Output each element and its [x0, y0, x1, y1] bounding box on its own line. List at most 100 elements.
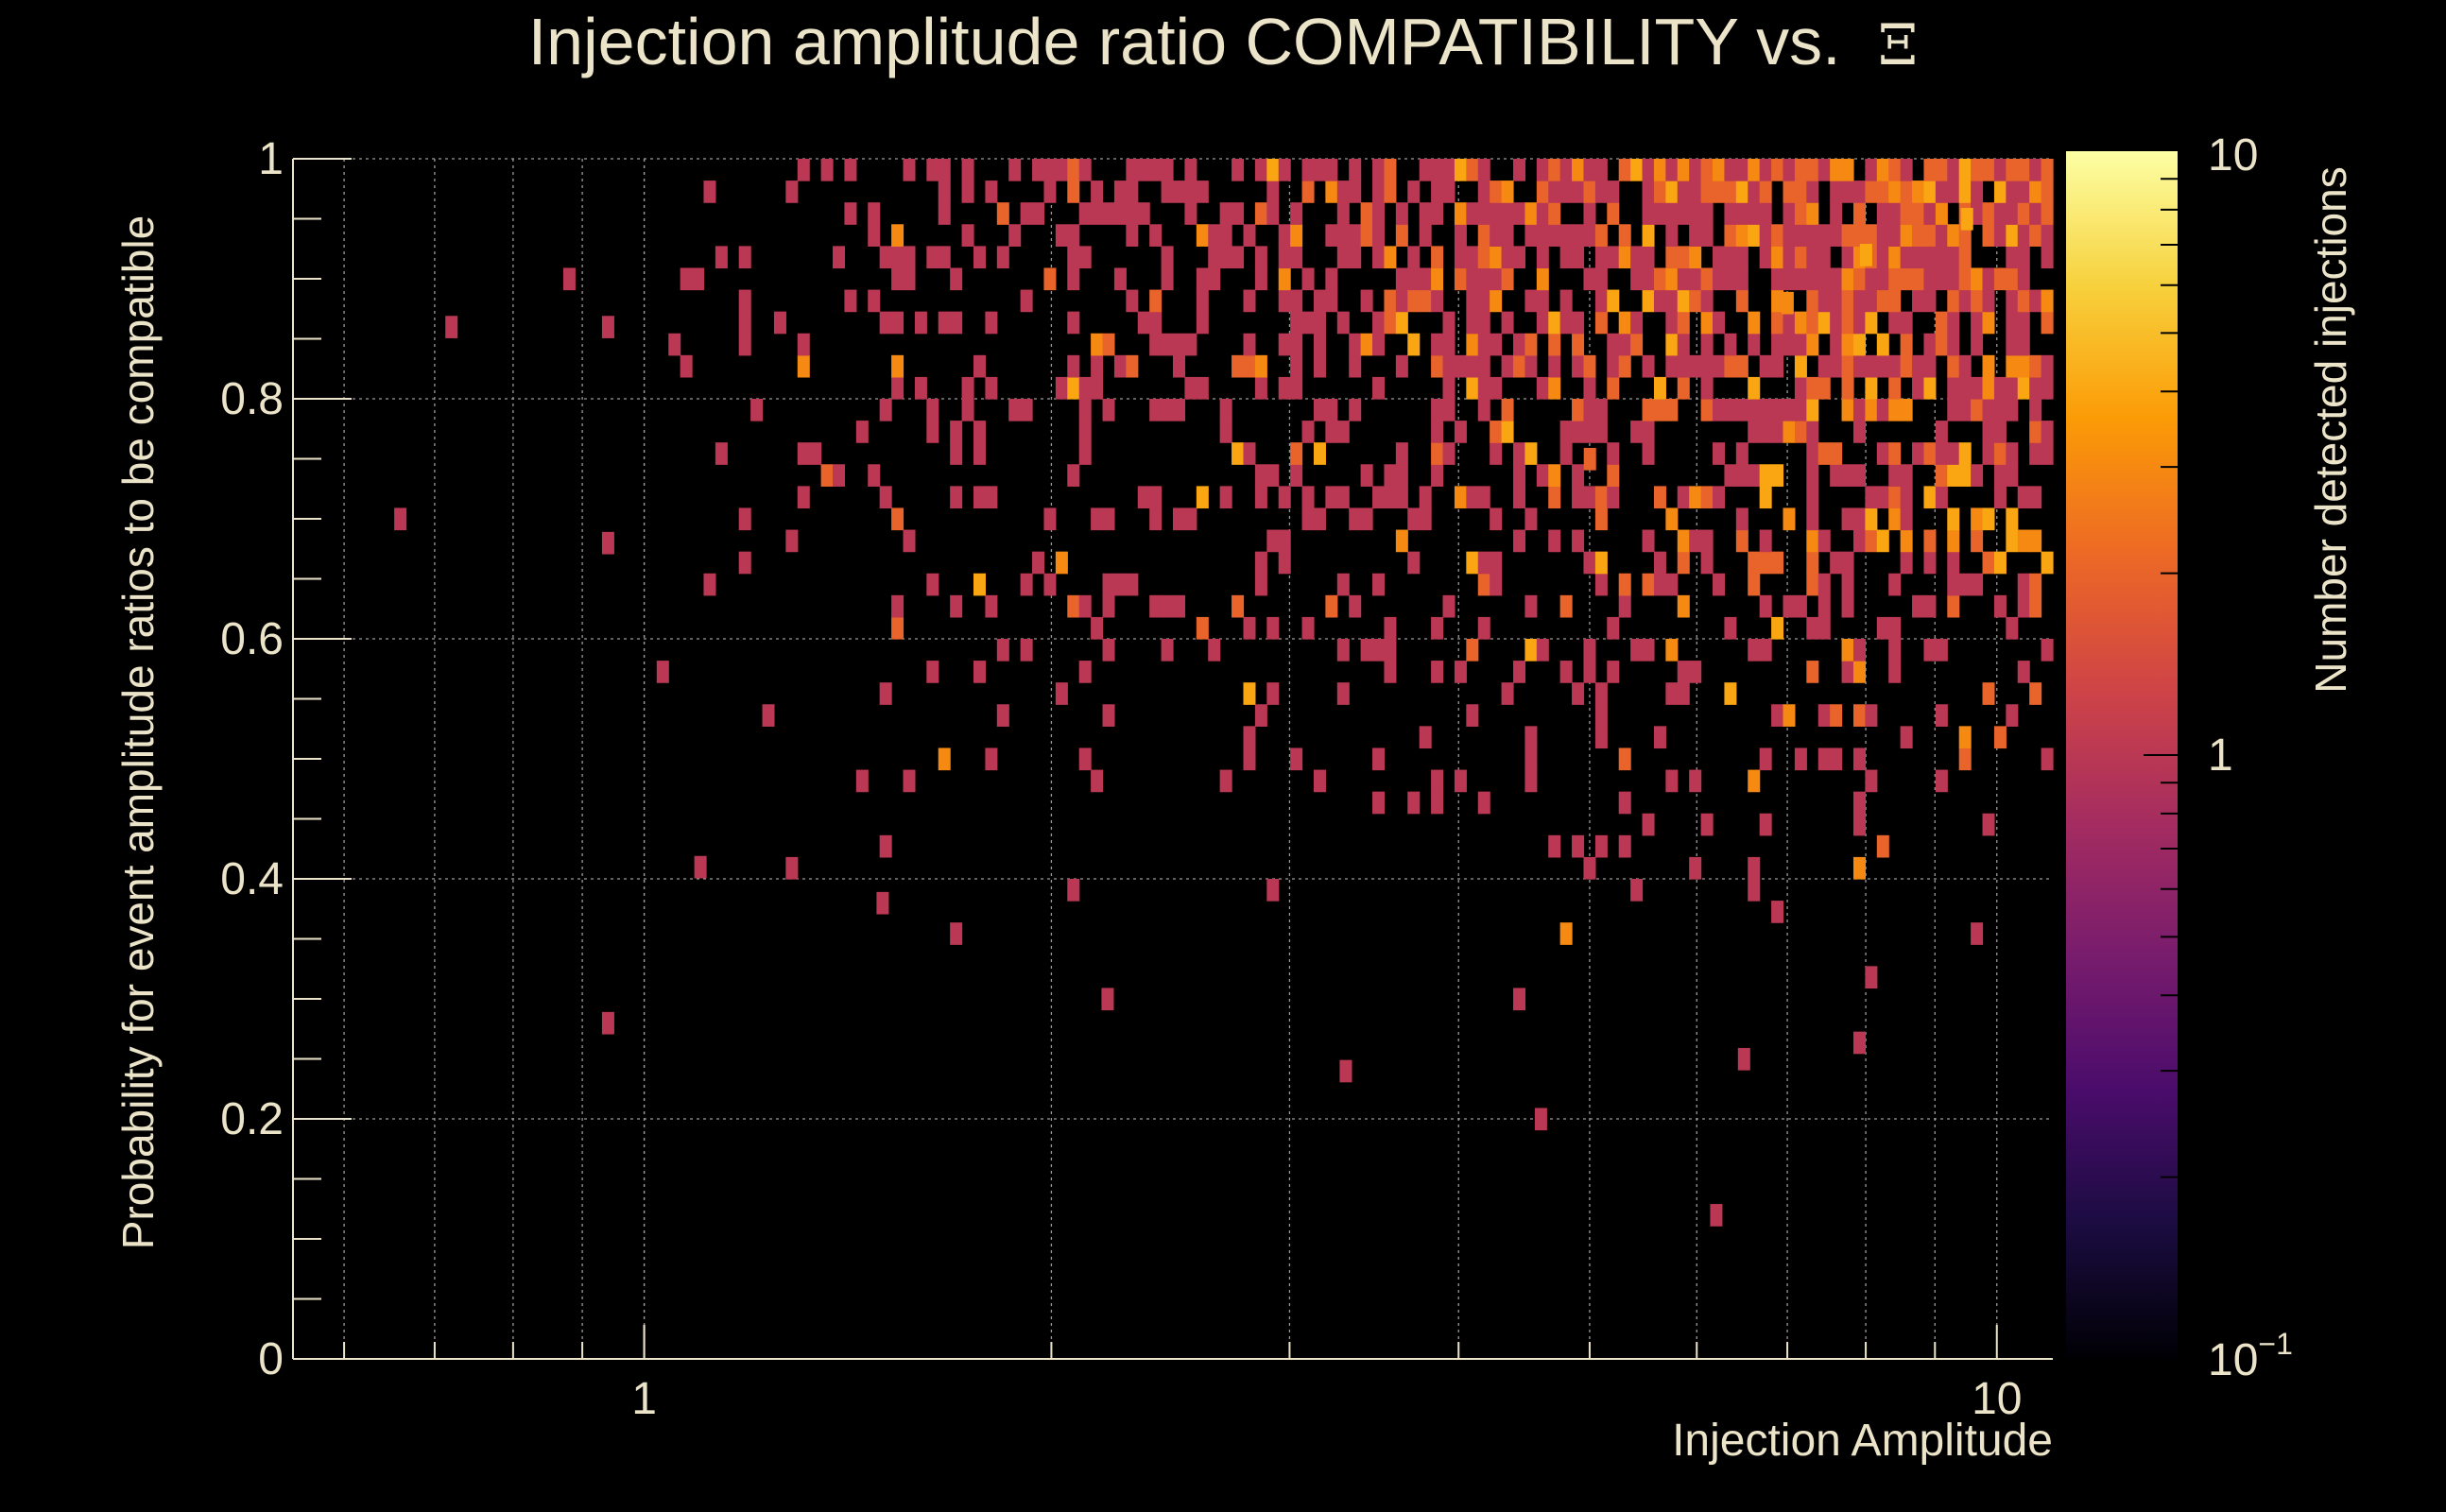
heatmap-bin [2017, 311, 2030, 335]
heatmap-bin [1536, 180, 1549, 203]
heatmap-bin [1759, 246, 1772, 269]
heatmap-bin [1630, 333, 1644, 356]
heatmap-bin [1490, 224, 1503, 247]
heatmap-bin [1266, 682, 1280, 705]
heatmap-bin [1923, 333, 1937, 356]
heatmap-bin [1454, 224, 1467, 247]
heatmap-bin [1490, 333, 1503, 356]
heatmap-bin [1748, 159, 1761, 181]
heatmap-bin [1724, 180, 1737, 203]
heatmap-bin [1196, 224, 1209, 247]
heatmap-bin [996, 246, 1009, 269]
heatmap-bin [1349, 246, 1362, 269]
heatmap-bin [1290, 747, 1303, 771]
heatmap-bin [1830, 464, 1843, 487]
heatmap-bin [1759, 486, 1772, 509]
heatmap-bin [1677, 551, 1690, 575]
heatmap-bin [1126, 159, 1139, 181]
heatmap-bin [1888, 202, 1902, 225]
heatmap-bin [1630, 267, 1644, 291]
heatmap-bin [1325, 594, 1338, 618]
heatmap-bin [1349, 159, 1362, 181]
heatmap-bin [1958, 376, 1972, 400]
heatmap-bin [1759, 421, 1772, 443]
heatmap-bin [1078, 202, 1092, 225]
heatmap-bin [1947, 376, 1960, 400]
heatmap-bin [1876, 399, 1889, 421]
heatmap-bin [1852, 289, 1866, 313]
heatmap-bin [1806, 616, 1819, 640]
heatmap-bin [950, 311, 963, 335]
heatmap-bin [1748, 551, 1761, 575]
heatmap-bin [809, 442, 822, 465]
heatmap-bin [1852, 856, 1866, 880]
heatmap-bin [1700, 551, 1714, 575]
heatmap-bin [1735, 246, 1748, 269]
heatmap-bin [2029, 224, 2042, 247]
heatmap-bin [1935, 769, 1948, 793]
heatmap-bin [1208, 639, 1221, 662]
heatmap-bin [1078, 421, 1092, 443]
heatmap-bin [1442, 333, 1456, 356]
heatmap-bin [1091, 202, 1104, 225]
heatmap-bin [1067, 354, 1080, 378]
heatmap-bin [985, 180, 998, 203]
heatmap-bin [1512, 661, 1525, 683]
heatmap-bin [1572, 464, 1585, 487]
heatmap-bin [1653, 486, 1666, 509]
heatmap-bin [1559, 224, 1573, 247]
heatmap-bin [1372, 791, 1386, 815]
heatmap-bin [703, 573, 716, 596]
heatmap-bin [1266, 529, 1280, 553]
heatmap-bin [1653, 376, 1666, 400]
heatmap-bin [1865, 529, 1878, 553]
heatmap-bin [1771, 289, 1784, 313]
heatmap-bin [1559, 594, 1573, 618]
heatmap-bin [1735, 399, 1748, 421]
heatmap-bin [961, 376, 974, 400]
heatmap-bin [1572, 333, 1585, 356]
heatmap-bin [2029, 682, 2042, 705]
heatmap-bin [1278, 289, 1291, 313]
heatmap-bin [1830, 180, 1843, 203]
heatmap-bin [1607, 376, 1620, 400]
heatmap-bin [2006, 224, 2019, 247]
heatmap-bin [1947, 333, 1960, 356]
heatmap-bin [1184, 202, 1197, 225]
heatmap-bin [1841, 311, 1854, 335]
heatmap-bin [1583, 354, 1596, 378]
heatmap-bin [1618, 311, 1631, 335]
heatmap-bin [1278, 267, 1291, 291]
heatmap-bin [1852, 661, 1866, 683]
heatmap-bin [1254, 376, 1267, 400]
heatmap-bin [1501, 682, 1514, 705]
heatmap-bin [1912, 354, 1925, 378]
heatmap-bin [1536, 159, 1549, 181]
heatmap-bin [1219, 224, 1232, 247]
heatmap-bin [950, 421, 963, 443]
heatmap-bin [1642, 639, 1655, 662]
heatmap-bin [1512, 464, 1525, 487]
heatmap-bin [1490, 376, 1503, 400]
heatmap-bin [1339, 1059, 1352, 1083]
heatmap-bin [2029, 486, 2042, 509]
heatmap-bin [2029, 180, 2042, 203]
heatmap-bin [738, 507, 751, 531]
heatmap-bin [1735, 354, 1748, 378]
heatmap-bin [1572, 354, 1585, 378]
heatmap-bin [1735, 159, 1748, 181]
heatmap-bin [1958, 159, 1972, 181]
heatmap-bin [1900, 246, 1913, 269]
heatmap-bin [1947, 224, 1960, 247]
heatmap-bin [1078, 661, 1092, 683]
heatmap-bin [2006, 399, 2019, 421]
heatmap-bin [1665, 180, 1679, 203]
heatmap-bin [973, 421, 986, 443]
heatmap-bin [1817, 704, 1831, 727]
heatmap-bin [868, 464, 881, 487]
heatmap-bin [1290, 289, 1303, 313]
heatmap-bin [1078, 376, 1092, 400]
heatmap-bin [1442, 594, 1456, 618]
heatmap-bin [1653, 202, 1666, 225]
